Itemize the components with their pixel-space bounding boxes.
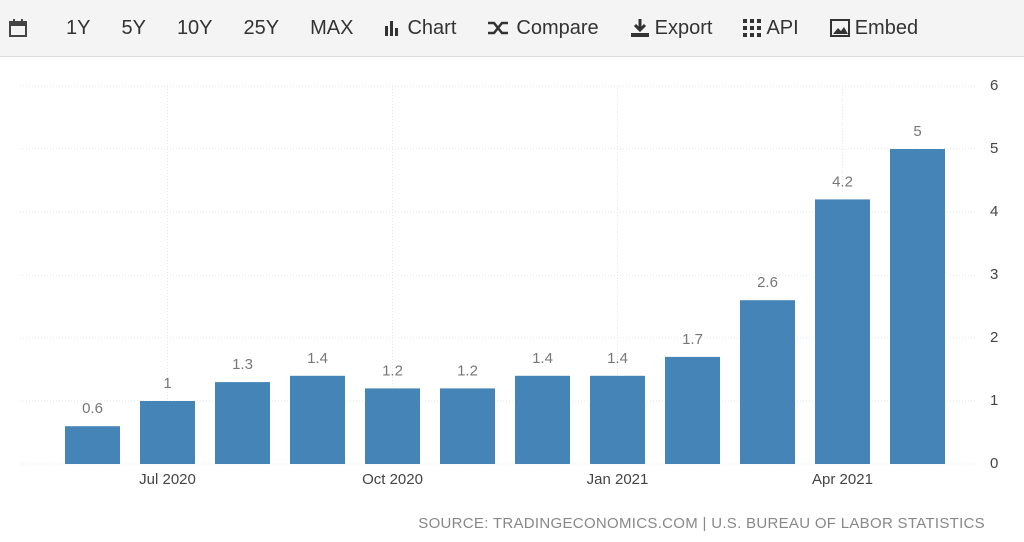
bar [740, 300, 795, 464]
api-label: API [766, 16, 799, 39]
chart-label: Chart [407, 16, 457, 39]
toolbar: 1Y 5Y 10Y 25Y MAX Chart Compare Export A… [0, 0, 1024, 57]
export-label: Export [654, 16, 713, 39]
range-1y[interactable]: 1Y [66, 16, 91, 39]
bar [140, 401, 195, 464]
bar [440, 388, 495, 464]
export-icon [630, 19, 649, 37]
x-tick-label: Jan 2021 [587, 471, 649, 488]
bar [590, 375, 645, 464]
bar [65, 426, 120, 464]
bar [290, 375, 345, 464]
data-label: 1.7 [682, 331, 703, 348]
y-tick-label: 6 [990, 77, 998, 94]
data-label: 1.4 [607, 350, 628, 367]
range-25y[interactable]: 25Y [243, 16, 280, 39]
data-label: 1 [163, 375, 171, 392]
x-tick-label: Oct 2020 [362, 471, 423, 488]
bar [890, 149, 945, 464]
export-button[interactable]: Export [630, 16, 713, 40]
compare-label: Compare [516, 16, 599, 39]
api-icon [743, 19, 762, 37]
chart-button[interactable]: Chart [384, 17, 456, 40]
chart: 0 1 2 3 4 5 6 0.6 Jul 2020 1 1.3 1.4 Oct 2020 1.2 1.2 1… [20, 77, 998, 532]
chart-icon [385, 21, 399, 36]
compare-icon [488, 21, 509, 35]
data-label: 2.6 [757, 274, 778, 291]
data-label: 4.2 [832, 173, 853, 190]
data-label: 1.2 [382, 362, 403, 379]
embed-label: Embed [854, 16, 919, 39]
y-tick-label: 0 [990, 455, 998, 472]
bar [665, 356, 720, 464]
data-label: 1.4 [532, 350, 553, 367]
data-label: 5 [913, 123, 921, 140]
y-tick-label: 1 [990, 392, 998, 409]
bar [515, 375, 570, 464]
bar [365, 388, 420, 464]
y-tick-label: 5 [990, 140, 998, 157]
embed-icon [829, 19, 850, 37]
range-max[interactable]: MAX [310, 16, 354, 39]
calendar-icon[interactable] [8, 18, 28, 38]
x-tick-label: Jul 2020 [139, 471, 196, 488]
range-5y[interactable]: 5Y [121, 16, 146, 39]
bar [815, 199, 870, 464]
range-10y[interactable]: 10Y [176, 16, 213, 39]
data-label: 0.6 [82, 400, 103, 417]
data-label: 1.2 [457, 362, 478, 379]
y-tick-label: 4 [990, 203, 998, 220]
x-tick-label: Apr 2021 [812, 471, 873, 488]
compare-button[interactable]: Compare [487, 16, 599, 40]
bar [215, 382, 270, 464]
embed-button[interactable]: Embed [829, 16, 919, 40]
source: SOURCE: TRADINGECONOMICS.COM | U.S. BURE… [418, 515, 985, 532]
y-tick-label: 2 [990, 329, 998, 346]
data-label: 1.3 [232, 356, 253, 373]
data-label: 1.4 [307, 350, 328, 367]
y-tick-label: 3 [990, 266, 998, 283]
api-button[interactable]: API [743, 16, 799, 40]
